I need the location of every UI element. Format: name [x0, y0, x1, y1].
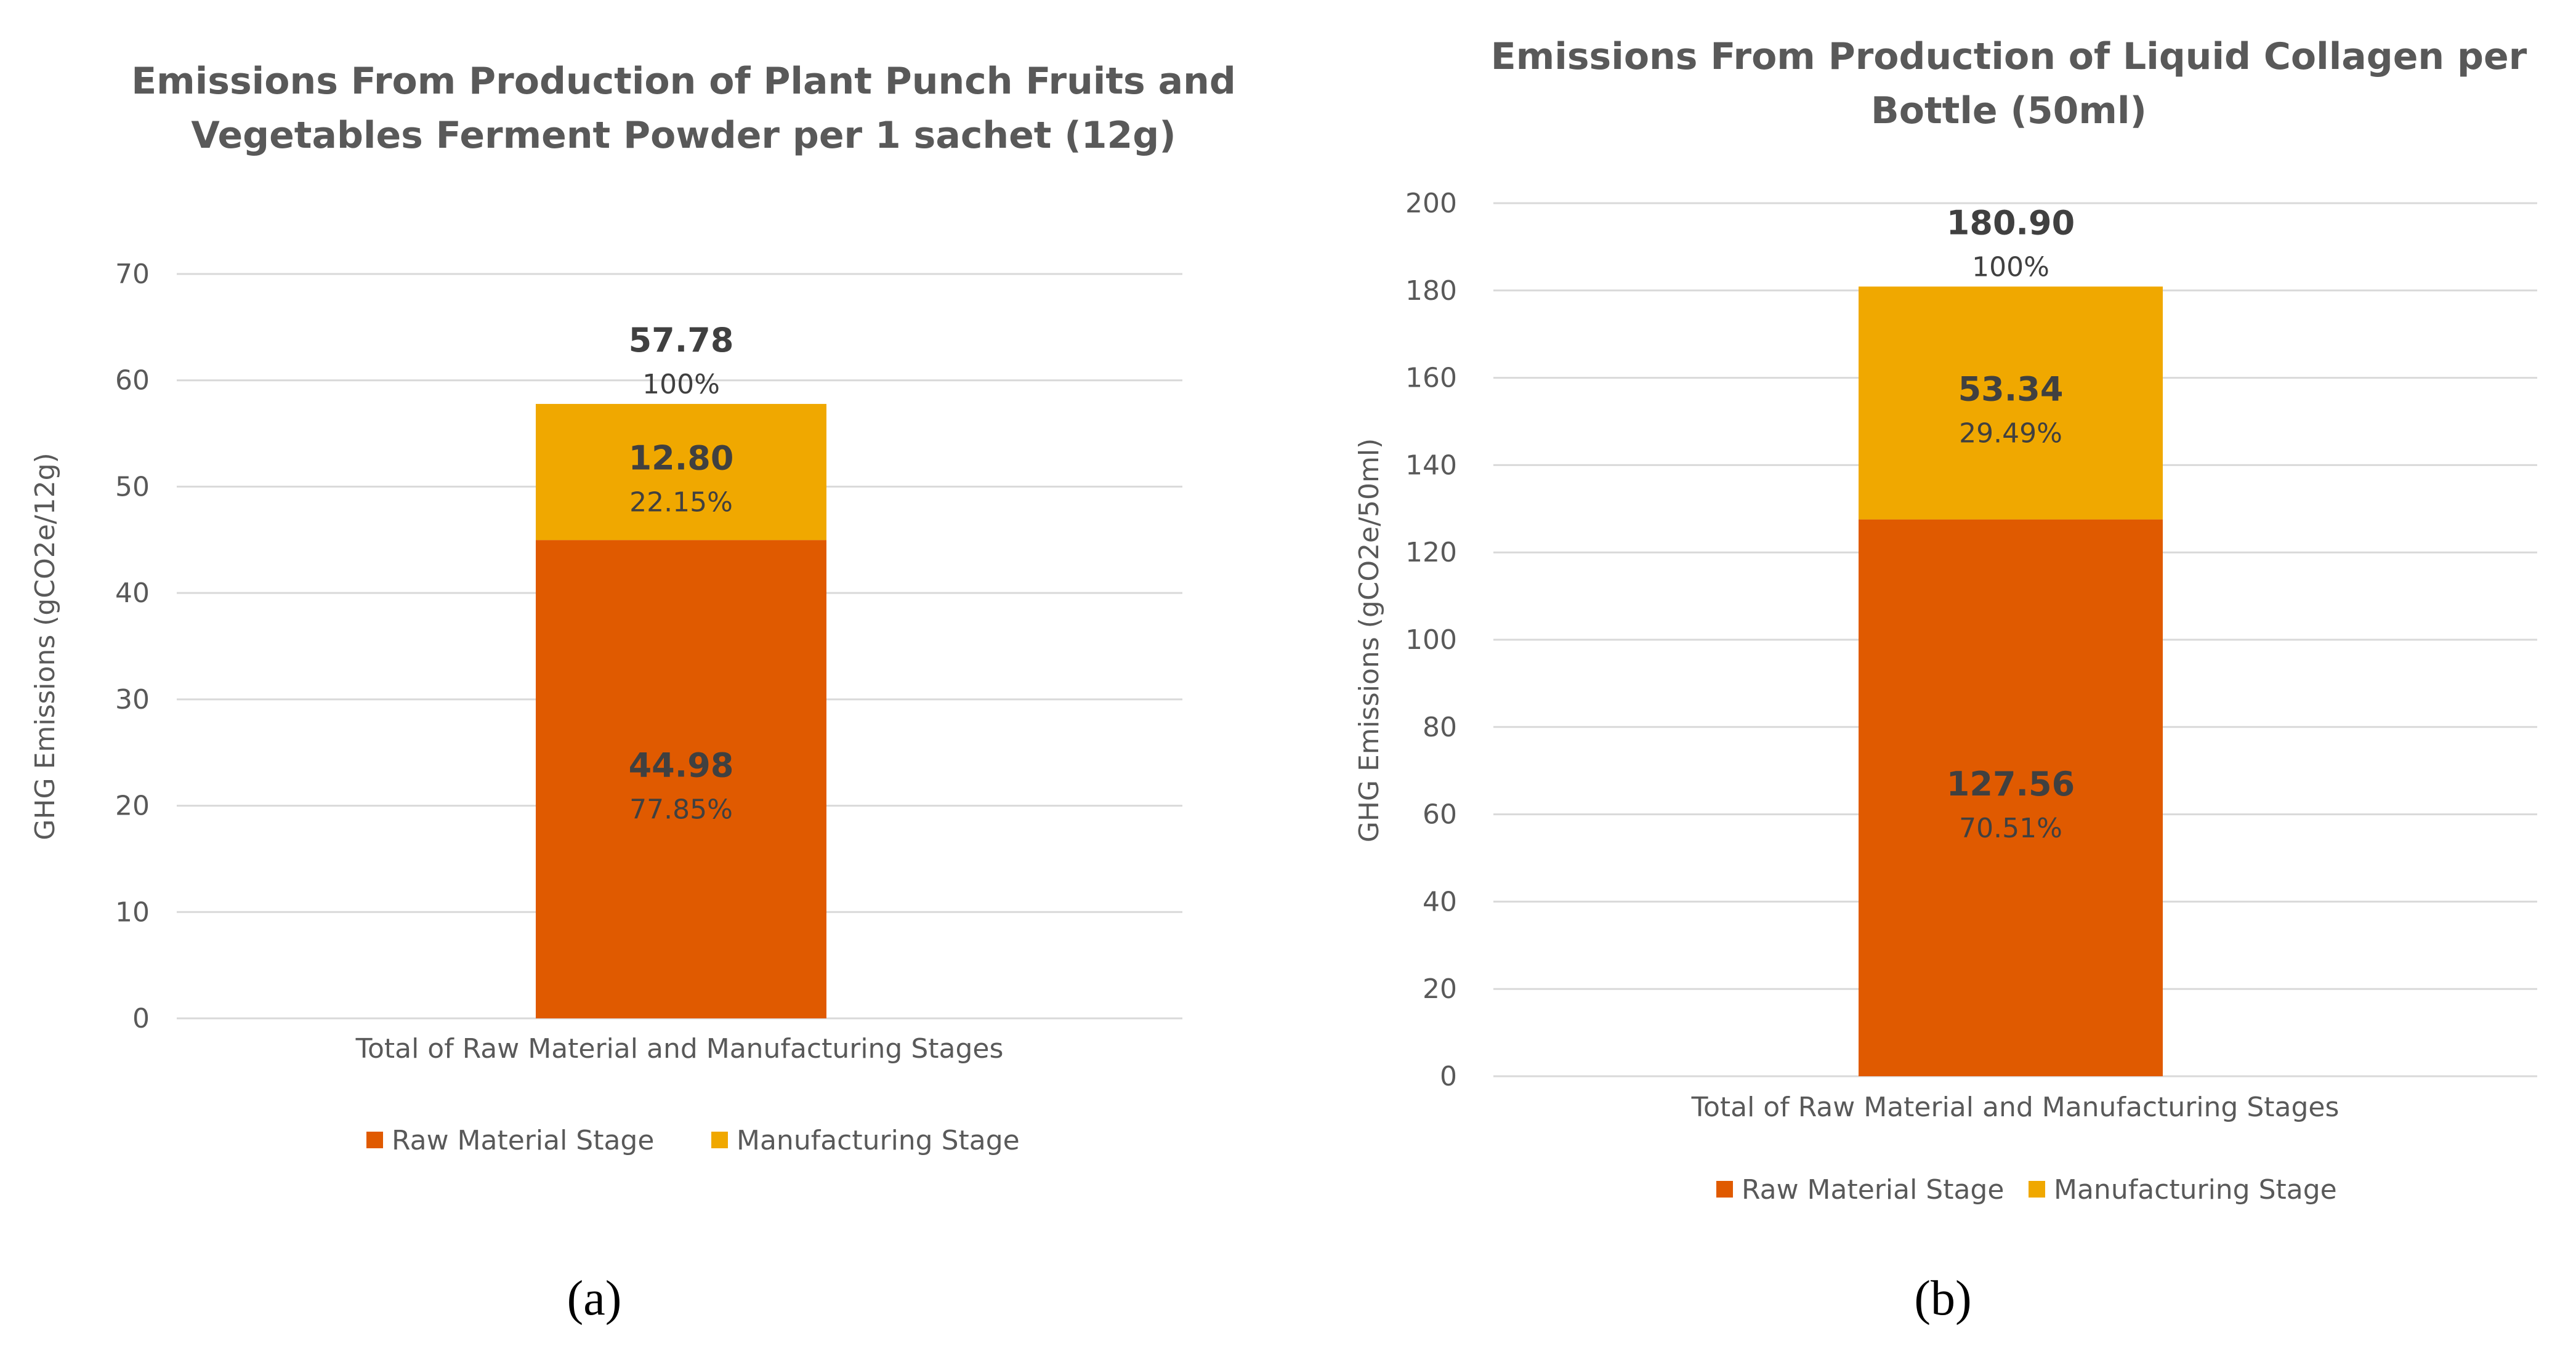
- total-percent-label: 100%: [1972, 251, 2049, 283]
- bar-segment-manufacturing: [536, 404, 826, 541]
- legend-label: Raw Material Stage: [392, 1125, 654, 1156]
- bar-segment-raw-material: [1859, 519, 2163, 1076]
- legend-label: Manufacturing Stage: [2054, 1174, 2337, 1206]
- panel-label: (b): [1914, 1271, 1971, 1326]
- data-label-value: 12.80: [629, 439, 734, 478]
- bar-segment-manufacturing: [1859, 286, 2163, 520]
- y-axis-label: GHG Emissions (gCO2e/50ml): [1354, 438, 1385, 843]
- y-tick-label: 30: [115, 684, 150, 715]
- y-tick-label: 0: [132, 1003, 150, 1034]
- y-tick-label: 140: [1405, 449, 1457, 481]
- data-label-percent: 22.15%: [629, 487, 733, 518]
- y-tick-label: 20: [1423, 973, 1457, 1005]
- chart-panel-b: Emissions From Production of Liquid Coll…: [1354, 35, 2537, 1326]
- data-label-value: 53.34: [1958, 370, 2064, 409]
- y-tick-label: 80: [1423, 712, 1457, 743]
- y-tick-label: 60: [1423, 799, 1457, 831]
- y-tick-label: 0: [1440, 1061, 1457, 1092]
- y-tick-label: 200: [1405, 188, 1457, 219]
- y-tick-label: 40: [115, 578, 150, 609]
- y-tick-label: 120: [1405, 537, 1457, 568]
- y-tick-label: 50: [115, 471, 150, 502]
- data-label-percent: 77.85%: [629, 794, 733, 826]
- y-tick-label: 40: [1423, 886, 1457, 917]
- legend-swatch: [366, 1132, 383, 1148]
- legend-label: Manufacturing Stage: [737, 1125, 1020, 1156]
- legend-swatch: [711, 1132, 728, 1148]
- legend-label: Raw Material Stage: [1742, 1174, 2004, 1206]
- chart-title-line: Emissions From Production of Liquid Coll…: [1491, 35, 2527, 78]
- y-tick-label: 60: [115, 365, 150, 397]
- x-category-label: Total of Raw Material and Manufacturing …: [1691, 1092, 2340, 1123]
- y-tick-label: 10: [115, 896, 150, 928]
- data-label-value: 44.98: [629, 746, 734, 785]
- y-tick-label: 20: [115, 791, 150, 822]
- x-category-label: Total of Raw Material and Manufacturing …: [355, 1033, 1004, 1065]
- y-axis-label: GHG Emissions (gCO2e/12g): [30, 453, 61, 840]
- data-label-value: 127.56: [1947, 765, 2075, 803]
- y-tick-label: 180: [1405, 275, 1457, 307]
- chart-panel-a: Emissions From Production of Plant Punch…: [30, 60, 1236, 1326]
- total-percent-label: 100%: [642, 369, 720, 400]
- data-label-percent: 29.49%: [1959, 418, 2062, 449]
- legend-swatch: [2029, 1181, 2045, 1198]
- y-tick-label: 70: [115, 259, 150, 290]
- y-tick-label: 160: [1405, 363, 1457, 394]
- bar-segment-raw-material: [536, 540, 826, 1018]
- chart-title-line: Bottle (50ml): [1871, 89, 2147, 132]
- y-tick-label: 100: [1405, 624, 1457, 656]
- chart-title-line: Emissions From Production of Plant Punch…: [131, 60, 1236, 103]
- chart-title-line: Vegetables Ferment Powder per 1 sachet (…: [191, 114, 1176, 157]
- total-value-label: 180.90: [1947, 203, 2075, 242]
- panel-label: (a): [567, 1271, 622, 1326]
- data-label-percent: 70.51%: [1959, 813, 2062, 844]
- total-value-label: 57.78: [629, 321, 734, 360]
- legend-swatch: [1716, 1181, 1733, 1198]
